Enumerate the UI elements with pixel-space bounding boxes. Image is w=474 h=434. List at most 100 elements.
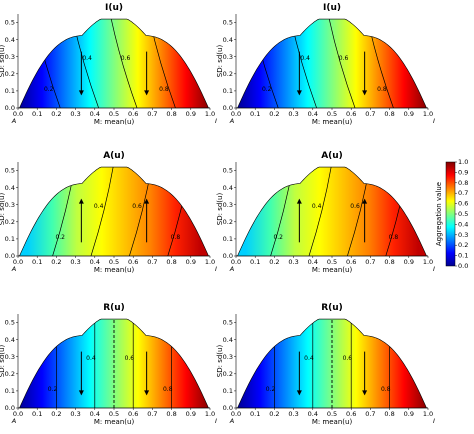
y-tick-label: 0.5 — [5, 167, 15, 175]
arrow-down — [144, 51, 150, 96]
y-tick-label: 0.3 — [223, 53, 233, 61]
arrow-down — [144, 351, 150, 396]
x-tick-label: 0.6 — [346, 258, 356, 266]
x-tick-label: 0.8 — [166, 258, 176, 266]
x-tick-label: 0.3 — [70, 110, 80, 118]
x-tick-label: 0.7 — [365, 258, 375, 266]
contour-label: 0.8 — [377, 86, 387, 93]
colorbar-tick-label: 0.3 — [458, 231, 468, 239]
arrow-down — [362, 51, 368, 96]
corner-label-left: A — [229, 265, 234, 273]
x-tick-label: 0.4 — [90, 110, 100, 118]
x-tick-label: 0.1 — [250, 410, 260, 418]
y-tick-label: 0.3 — [5, 353, 15, 361]
y-tick-label: 0.2 — [223, 218, 233, 226]
x-tick-label: 0.7 — [365, 110, 375, 118]
panel-i-0-1: 0.2 0.4 0.6 0.8 0.0 0.1 0.2 0.3 0.4 0.5 0.6 0.7 0.8 0… — [216, 3, 435, 126]
x-tick-label: 0.5 — [327, 110, 337, 118]
arrow-up — [144, 198, 150, 243]
y-tick-label: 0.5 — [223, 319, 233, 327]
y-tick-label: 0.4 — [5, 336, 15, 344]
x-tick-label: 1.0 — [205, 110, 215, 118]
contour-label: 0.4 — [300, 55, 310, 62]
x-tick-label: 0.9 — [186, 258, 196, 266]
x-tick-label: 0.8 — [384, 258, 394, 266]
panel-r-2-0: 0.2 0.4 0.6 0.8 0.0 0.1 0.2 0.3 0.4 0.5 0.6 0.7 0.8 0… — [0, 303, 217, 426]
contour-label: 0.2 — [273, 234, 283, 241]
corner-label-right: I — [215, 117, 217, 125]
panel-title: I(u) — [323, 3, 341, 13]
contour-label: 0.4 — [82, 55, 92, 62]
panel-i-0-0: 0.2 0.4 0.6 0.8 0.0 0.1 0.2 0.3 0.4 0.5 0.6 0.7 0.8 0… — [0, 3, 217, 126]
y-tick-label: 0.1 — [223, 235, 233, 243]
contour-label: 0.2 — [48, 386, 58, 393]
corner-label-left: A — [11, 417, 16, 425]
x-tick-label: 0.1 — [250, 258, 260, 266]
arrow-up — [296, 198, 302, 243]
arrow-down — [296, 351, 302, 396]
colorbar: 0.0 0.1 0.2 0.3 0.4 0.5 0.6 0.7 0.8 0.9 1.0 Aggrega… — [435, 158, 468, 270]
x-axis-label: M: mean(u) — [312, 266, 353, 274]
panels: 0.2 0.4 0.6 0.8 0.0 0.1 0.2 0.3 0.4 0.5 0.6 0.7 0.8 0… — [0, 3, 435, 426]
contour-label: 0.2 — [44, 86, 54, 93]
y-axis-label: SD: sd(u) — [216, 345, 224, 378]
contour-label: 0.6 — [125, 355, 135, 362]
y-tick-label: 0.1 — [223, 87, 233, 95]
arrow-down — [362, 351, 368, 396]
x-tick-label: 1.0 — [423, 110, 433, 118]
x-tick-label: 0.9 — [404, 110, 414, 118]
x-tick-label: 1.0 — [423, 258, 433, 266]
panel-a-1-1: 0.2 0.4 0.6 0.8 0.0 0.1 0.2 0.3 0.4 0.5 0.6 0.7 0.8 0… — [216, 151, 435, 274]
y-tick-label: 0.1 — [5, 235, 15, 243]
heatmap-domain — [17, 166, 211, 257]
panel-a-1-0: 0.2 0.4 0.6 0.8 0.0 0.1 0.2 0.3 0.4 0.5 0.6 0.7 0.8 0… — [0, 151, 217, 274]
heatmap-domain — [235, 318, 429, 409]
x-tick-label: 0.0 — [231, 110, 241, 118]
contour-line — [308, 167, 333, 256]
contour-label: 0.8 — [389, 234, 399, 241]
x-tick-label: 0.9 — [404, 258, 414, 266]
x-tick-label: 0.3 — [288, 258, 298, 266]
x-tick-label: 0.3 — [288, 110, 298, 118]
x-tick-label: 0.5 — [327, 258, 337, 266]
contour-label: 0.6 — [339, 55, 349, 62]
x-tick-label: 0.6 — [128, 258, 138, 266]
panel-title: A(u) — [103, 151, 125, 161]
x-tick-label: 0.5 — [109, 410, 119, 418]
heatmap-domain — [235, 18, 429, 109]
colorbar-tick-label: 0.5 — [458, 210, 468, 218]
corner-label-right: I — [433, 417, 435, 425]
x-tick-label: 0.4 — [308, 258, 318, 266]
arrow-up — [78, 198, 84, 243]
x-tick-label: 0.5 — [109, 110, 119, 118]
x-tick-label: 0.2 — [269, 258, 279, 266]
heatmap-domain — [235, 166, 429, 257]
colorbar-tick-label: 0.7 — [458, 189, 468, 197]
contour-label: 0.8 — [171, 234, 181, 241]
y-tick-label: 0.4 — [5, 36, 15, 44]
y-tick-label: 0.4 — [223, 336, 233, 344]
x-tick-label: 0.6 — [346, 410, 356, 418]
x-tick-label: 0.1 — [32, 410, 42, 418]
colorbar-tick-label: 0.0 — [458, 262, 468, 270]
y-tick-label: 0.0 — [223, 104, 233, 112]
corner-label-left: A — [11, 265, 16, 273]
corner-label-left: A — [229, 117, 234, 125]
x-tick-label: 0.9 — [186, 110, 196, 118]
x-tick-label: 0.6 — [346, 110, 356, 118]
x-tick-label: 0.7 — [147, 258, 157, 266]
x-tick-label: 0.2 — [51, 258, 61, 266]
colorbar-tick-label: 0.4 — [458, 220, 468, 228]
panel-title: I(u) — [105, 3, 123, 13]
y-tick-label: 0.3 — [5, 53, 15, 61]
colorbar-tick-label: 0.6 — [458, 200, 468, 208]
contour-label: 0.4 — [86, 355, 96, 362]
arrow-up — [362, 198, 368, 243]
x-tick-label: 0.4 — [308, 410, 318, 418]
heatmap-domain — [17, 18, 211, 109]
x-tick-label: 1.0 — [205, 258, 215, 266]
contour-label: 0.2 — [266, 386, 276, 393]
contour-line — [327, 19, 356, 109]
y-tick-label: 0.5 — [5, 19, 15, 27]
